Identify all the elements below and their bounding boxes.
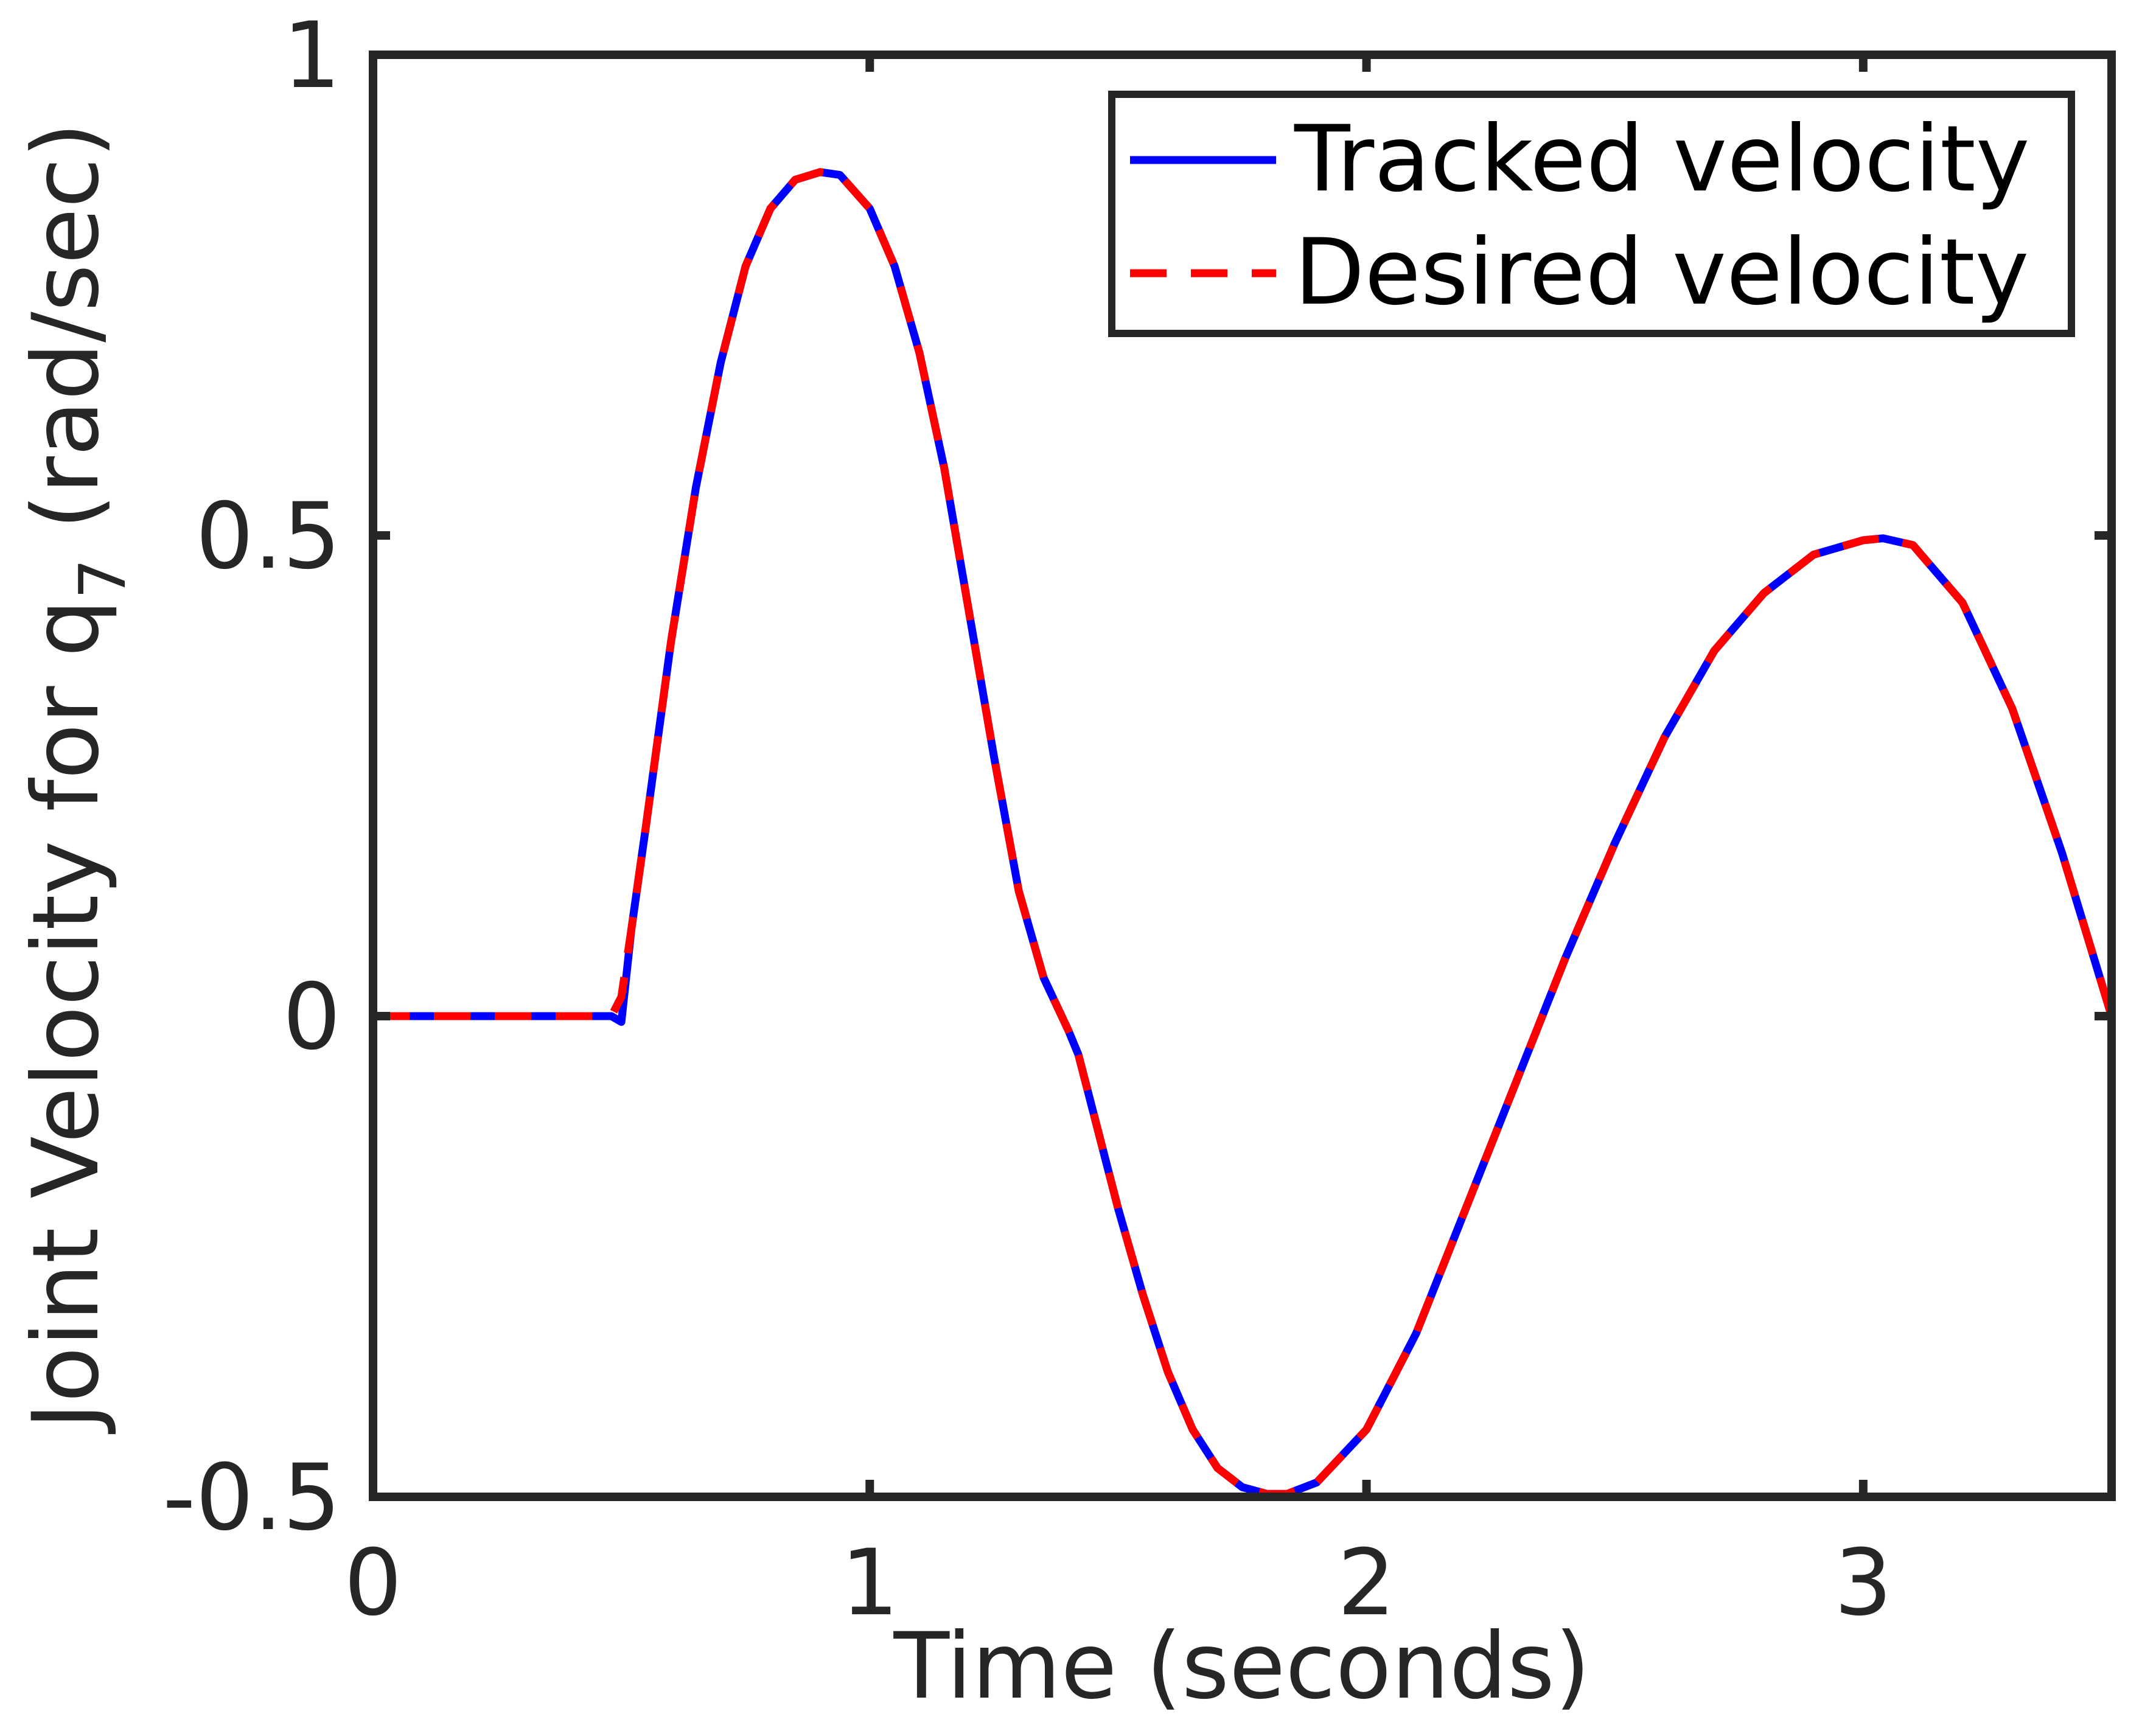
y-tick-label: 1 (283, 3, 341, 109)
x-tick-label: 2 (1338, 1530, 1395, 1636)
y-axis-title-prefix: Joint Velocity for q (13, 599, 119, 1435)
x-tick-label: 3 (1834, 1530, 1892, 1636)
legend-label-tracked: Tracked velocity (1294, 106, 2030, 212)
legend: Tracked velocity Desired velocity (1108, 91, 2075, 337)
legend-box (1108, 91, 2075, 337)
y-tick-label: 0 (283, 964, 341, 1070)
y-tick-label: 0.5 (195, 484, 341, 590)
ticks-layer: 0 1 2 3-0.500.51 (162, 3, 2112, 1636)
y-tick-label: -0.5 (162, 1445, 341, 1551)
x-axis-title: Time (seconds) (893, 1614, 1591, 1720)
plot-frame (369, 51, 2116, 1501)
series-layer (373, 168, 2116, 1498)
series-line-desired-velocity (373, 168, 2116, 1498)
y-axis-title-suffix: (rad/sec) (13, 122, 119, 559)
x-tick-label: 0 (344, 1530, 402, 1636)
y-axis-title-subscript: 7 (66, 559, 140, 599)
x-tick-label: 1 (841, 1530, 899, 1636)
legend-label-desired: Desired velocity (1294, 220, 2029, 326)
y-axis-title: Joint Velocity for q7 (rad/sec) (13, 122, 140, 1434)
